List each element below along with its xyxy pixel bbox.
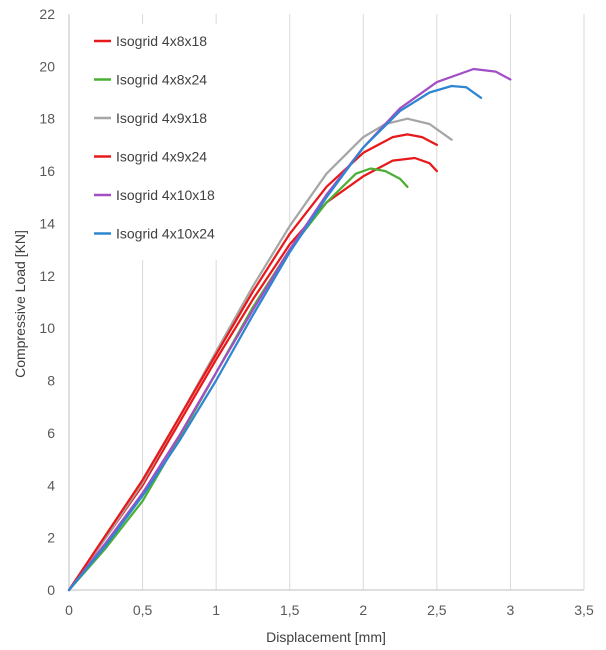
x-tick-label: 1 <box>212 602 220 618</box>
x-tick-labels: 0 0,5 1 1,5 2 2,5 3 3,5 <box>65 602 594 618</box>
series-line-3 <box>67 117 453 592</box>
y-tick-label: 20 <box>39 58 55 74</box>
y-tick-label: 14 <box>39 215 55 231</box>
y-tick-label: 4 <box>47 477 55 493</box>
series-line-5 <box>67 67 512 592</box>
legend-label-1: Isogrid 4x8x18 <box>116 33 207 49</box>
legend-label-2: Isogrid 4x8x24 <box>116 72 207 88</box>
legend: Isogrid 4x8x18 Isogrid 4x8x24 Isogrid 4x9x… <box>94 33 215 242</box>
axes <box>68 14 584 591</box>
y-tick-label: 16 <box>39 163 55 179</box>
legend-label-6: Isogrid 4x10x24 <box>116 226 215 242</box>
x-tick-label: 2 <box>359 602 367 618</box>
series-line-4 <box>67 133 439 592</box>
x-axis-title: Displacement [mm] <box>266 629 386 645</box>
y-tick-label: 10 <box>39 320 55 336</box>
y-tick-label: 12 <box>39 268 55 284</box>
x-tick-label: 3 <box>507 602 515 618</box>
y-axis-title: Compressive Load [KN] <box>12 230 28 378</box>
series-line-6 <box>67 84 483 592</box>
y-tick-label: 0 <box>47 582 55 598</box>
x-tick-label: 0 <box>65 602 73 618</box>
legend-label-5: Isogrid 4x10x18 <box>116 187 215 203</box>
y-tick-label: 18 <box>39 111 55 127</box>
y-tick-label: 22 <box>39 6 55 22</box>
y-tick-label: 8 <box>47 373 55 389</box>
legend-label-4: Isogrid 4x9x24 <box>116 149 207 165</box>
y-tick-labels: 0 2 4 6 8 10 12 14 16 18 20 22 <box>39 6 55 598</box>
x-tick-label: 3,5 <box>574 602 594 618</box>
legend-background <box>82 24 238 260</box>
series-lines <box>67 67 512 592</box>
y-tick-label: 6 <box>47 425 55 441</box>
x-tick-label: 1,5 <box>280 602 300 618</box>
y-tick-label: 2 <box>47 530 55 546</box>
series-line-1 <box>67 156 439 592</box>
x-tick-label: 0,5 <box>133 602 153 618</box>
x-tick-label: 2,5 <box>427 602 447 618</box>
legend-label-3: Isogrid 4x9x18 <box>116 110 207 126</box>
